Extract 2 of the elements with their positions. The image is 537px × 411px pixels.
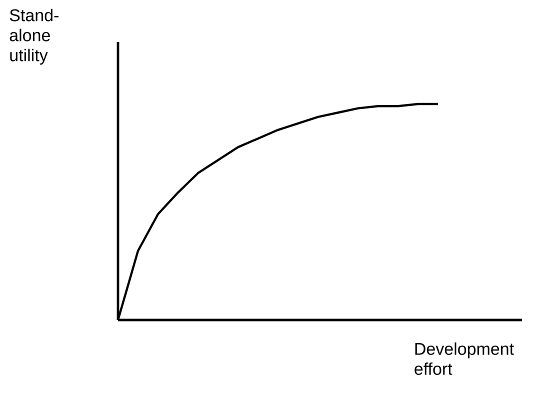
x-axis-title: Development effort bbox=[414, 342, 514, 375]
y-axis-title: Stand-alone utility bbox=[10, 8, 58, 65]
